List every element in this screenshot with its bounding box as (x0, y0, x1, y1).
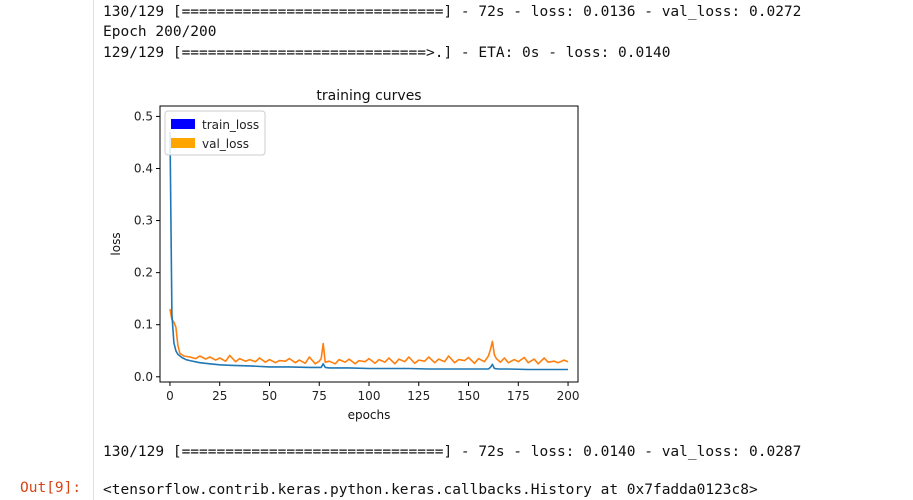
legend-swatch-train-loss (171, 119, 195, 129)
x-tick-label: 150 (457, 389, 480, 403)
series-lines (169, 131, 569, 371)
legend-swatch-val-loss (171, 138, 195, 148)
chart-title: training curves (316, 88, 421, 104)
x-tick-label: 175 (507, 389, 530, 403)
console-line-2: Epoch 200/200 (103, 24, 217, 40)
x-tick-label: 25 (212, 389, 227, 403)
console-line-4: 130/129 [==============================]… (103, 444, 802, 460)
x-tick-label: 100 (358, 389, 381, 403)
legend: train_loss val_loss (164, 110, 266, 156)
training-curves-chart: 0 25 50 75 100 125 150 175 200 0.00.10.20.30.40.… (109, 88, 580, 422)
output-border (93, 472, 94, 500)
output-text: <tensorflow.contrib.keras.python.keras.c… (103, 482, 758, 498)
x-axis-label: epochs (348, 408, 391, 422)
x-tick-label: 125 (407, 389, 430, 403)
x-tick-label: 75 (312, 389, 327, 403)
x-tick-label: 200 (557, 389, 580, 403)
legend-label-train-loss: train_loss (202, 118, 259, 132)
y-axis-label: loss (109, 232, 123, 255)
output-prompt: Out[9]: (20, 480, 82, 496)
x-tick-label: 50 (262, 389, 277, 403)
y-axis: 0.0 0.1 0.2 0.3 0.4 0.5 (134, 109, 160, 384)
console-line-1: 130/129 [==============================]… (103, 4, 802, 20)
cell-border (93, 0, 94, 500)
series-line-train-loss (169, 131, 568, 371)
legend-label-val-loss: val_loss (202, 137, 249, 151)
console-line-3: 129/129 [============================>.]… (103, 45, 671, 61)
y-tick-label: 0.2 (134, 266, 153, 280)
series-line-val-loss (169, 308, 569, 365)
x-axis: 0 25 50 75 100 125 150 175 200 (166, 382, 580, 403)
y-tick-label: 0.5 (134, 109, 153, 123)
x-tick-label: 0 (166, 389, 174, 403)
y-tick-label: 0.3 (134, 214, 153, 228)
y-tick-label: 0.1 (134, 318, 153, 332)
cell-gutter (0, 0, 92, 500)
y-tick-label: 0.4 (134, 161, 153, 175)
y-tick-label: 0.0 (134, 370, 153, 384)
